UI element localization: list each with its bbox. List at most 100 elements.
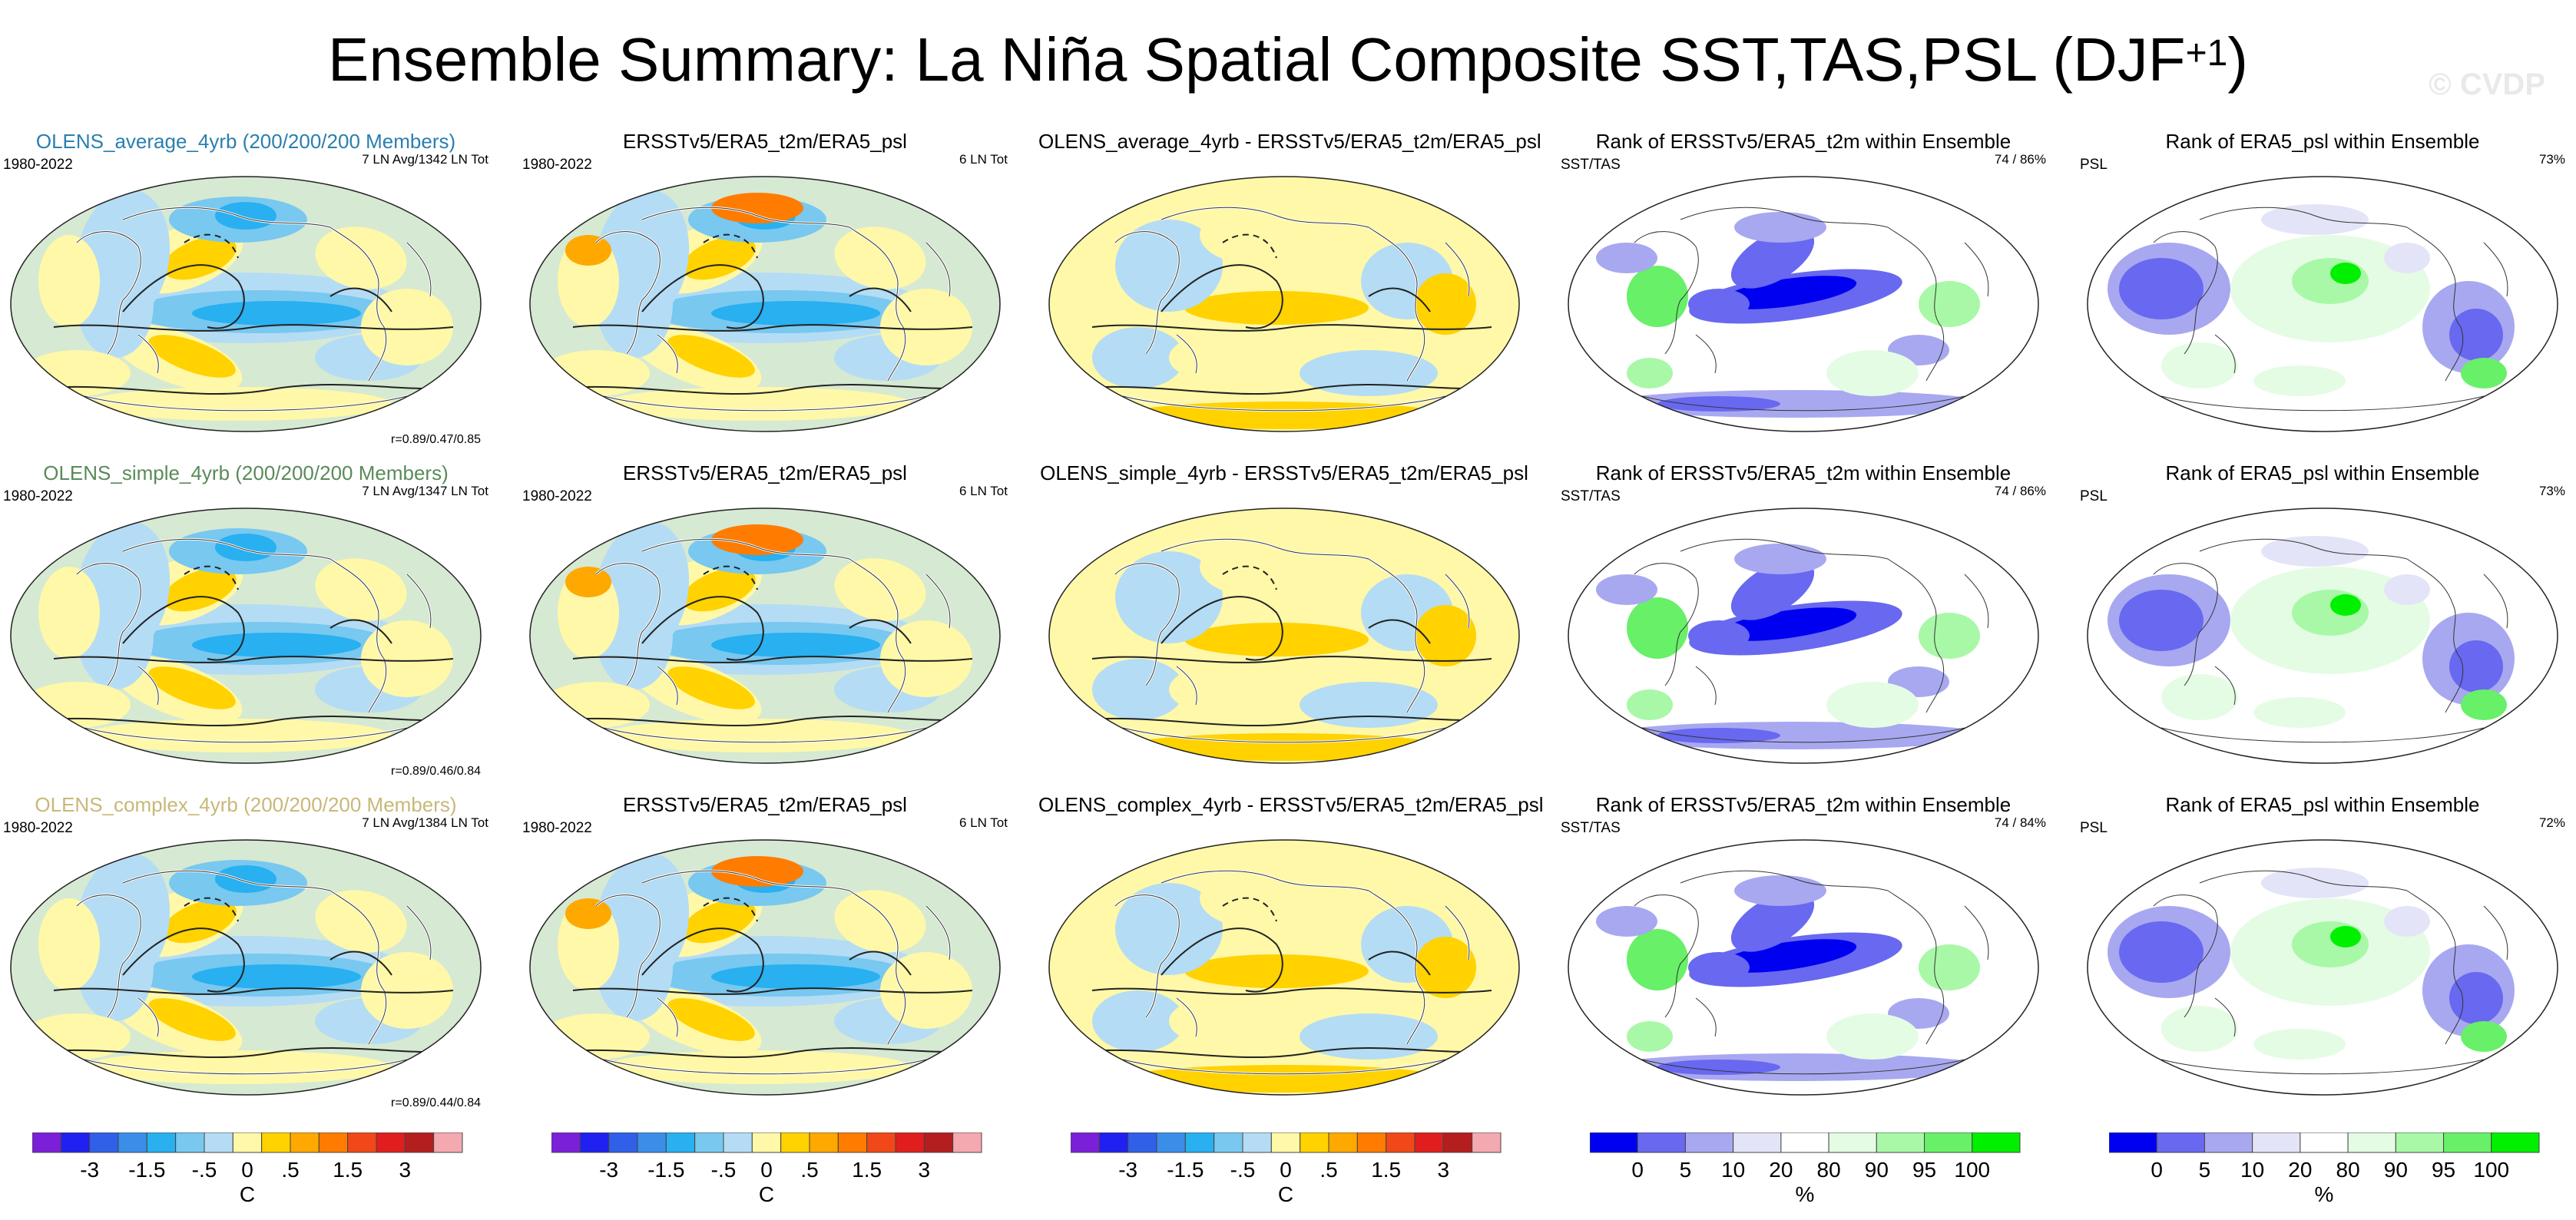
coastline (1161, 870, 1369, 891)
coastline (603, 395, 927, 412)
map-svg (2087, 839, 2558, 1096)
coastline (1634, 894, 1699, 1018)
coastline (1176, 334, 1197, 374)
psl-contour (122, 264, 245, 329)
colorbar-svg: -3 -1.5 -.5 0 .5 1.5 3 C (32, 1132, 463, 1206)
model-stat: 7 LN Avg/1342 LN Tot (362, 152, 488, 167)
anomaly-region (215, 865, 276, 893)
anomaly-region (315, 226, 407, 289)
rank-psl-pct: 73% (2538, 152, 2565, 167)
panel-obs-row1: ERSSTv5/ERA5_t2m/ERA5_psl 1980-2022 6 LN… (519, 129, 1011, 451)
colorbar-tick-label: 3 (399, 1158, 412, 1182)
anomaly-region (2253, 365, 2346, 396)
colorbar-tick-label: 95 (2432, 1158, 2455, 1182)
globe-map (1565, 174, 2041, 435)
temp-colorbar-2: -3 -1.5 -.5 0 .5 1.5 3 C (551, 1132, 1043, 1209)
coastline (1641, 395, 1965, 412)
rank-psl-pct: 72% (2538, 815, 2565, 830)
coastline (657, 997, 678, 1037)
colorbar-tick-label: 0 (1280, 1158, 1292, 1182)
colorbar-swatch (1684, 1132, 1734, 1153)
colorbar-tick-label: 80 (2336, 1158, 2360, 1182)
map-border (1048, 839, 1520, 1096)
period-label: 1980-2022 (522, 820, 592, 836)
anomaly-region (1092, 659, 1184, 720)
anomaly-region (1300, 350, 1438, 396)
anomaly-region (1169, 335, 1261, 381)
anomaly-region (1300, 682, 1438, 728)
colorbar-swatch (404, 1132, 435, 1153)
globe-map (527, 837, 1003, 1098)
map-border (2087, 839, 2558, 1096)
panel-rank-sst-row2: Rank of ERSSTv5/ERA5_t2m within Ensemble… (1558, 461, 2049, 783)
coastline (2153, 894, 2218, 1018)
globe-map (2084, 837, 2561, 1098)
anomaly-region (1300, 1013, 1438, 1060)
coastline (1680, 870, 1889, 891)
colorbar-tick-label: -1.5 (647, 1158, 684, 1182)
globe-map (2084, 174, 2561, 435)
coastline (1695, 997, 1717, 1037)
colorbar-swatch (952, 1132, 982, 1153)
colorbar-swatch (2395, 1132, 2445, 1153)
psl-contour (572, 656, 973, 663)
psl-contour (122, 927, 245, 993)
psl-contour (703, 897, 758, 922)
anomaly-region (880, 289, 972, 365)
map-field (1049, 840, 1519, 1095)
psl-contour (184, 897, 239, 922)
coastline (595, 894, 661, 1018)
colorbar-swatch (665, 1132, 696, 1153)
coastline (2483, 574, 2508, 629)
psl-contour (703, 233, 758, 259)
psl-contour (184, 565, 239, 590)
anomaly-region (542, 350, 650, 396)
anomaly-region (2449, 972, 2503, 1024)
psl-contour (53, 656, 454, 663)
anomaly-region (2253, 1029, 2346, 1060)
anomaly-region (1200, 204, 1323, 266)
colorbar-swatch (809, 1132, 839, 1153)
anomaly-region (711, 964, 880, 989)
anomaly-region (2119, 590, 2204, 651)
coastline (657, 666, 678, 706)
map-svg (10, 508, 482, 764)
colorbar-tick-label: 5 (1680, 1158, 1692, 1182)
rank-sst-title: Rank of ERSSTv5/ERA5_t2m within Ensemble (1595, 793, 2011, 816)
period-label: 1980-2022 (522, 157, 592, 173)
psl-contour (849, 951, 912, 976)
coastline (84, 727, 408, 743)
model-stat: 7 LN Avg/1384 LN Tot (362, 815, 488, 830)
map-field (1568, 508, 2038, 763)
colorbar-swatch (1300, 1132, 1329, 1153)
colorbar-swatch (60, 1132, 91, 1153)
coastline (603, 1059, 927, 1075)
psl-contour (703, 565, 758, 590)
psl-contour (641, 596, 764, 661)
anomaly-region (565, 567, 611, 597)
anomaly-region (1115, 883, 1223, 975)
colorbar-swatch (1071, 1132, 1100, 1153)
anomaly-region (1415, 605, 1476, 666)
coastline (925, 905, 951, 960)
panel-rank-psl-row3: Rank of ERA5_psl within Ensemble PSL 72% (2077, 792, 2568, 1115)
temp-colorbar-1: -3 -1.5 -.5 0 .5 1.5 3 C (32, 1132, 524, 1209)
map-border (2087, 508, 2558, 764)
colorbar-tick-label: -1.5 (128, 1158, 165, 1182)
psl-contour (1222, 565, 1277, 590)
anomaly-region (1415, 937, 1476, 998)
colorbar-swatch (1386, 1132, 1415, 1153)
map-svg (529, 176, 1001, 432)
anomaly-region (192, 964, 361, 989)
anomaly-region (604, 1050, 911, 1084)
anomaly-region (667, 335, 755, 378)
map-svg (1568, 839, 2039, 1096)
map-svg (1568, 176, 2039, 432)
anomaly-region (1826, 1013, 1919, 1060)
model-title: OLENS_complex_4yrb (200/200/200 Members) (35, 793, 457, 816)
psl-contour (572, 987, 973, 995)
anomaly-region (1719, 276, 1857, 309)
coastline (137, 666, 159, 706)
anomaly-region (1415, 273, 1476, 335)
anomaly-region (1688, 289, 1750, 319)
